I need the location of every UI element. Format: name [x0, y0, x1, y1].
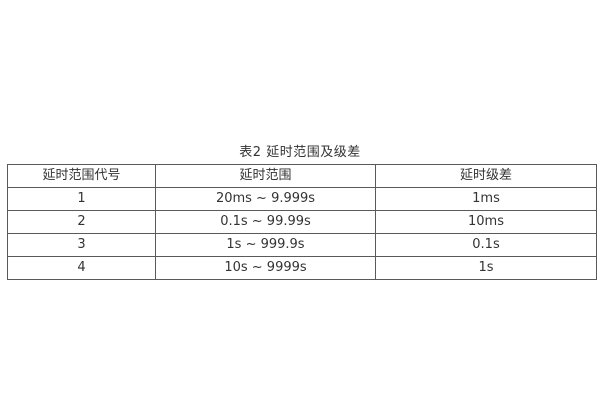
table-row: 2 0.1s ~ 99.99s 10ms [7, 210, 597, 234]
table-cell-range: 20ms ~ 9.999s [155, 187, 376, 211]
table-row: 3 1s ~ 999.9s 0.1s [7, 233, 597, 257]
table-row: 1 20ms ~ 9.999s 1ms [7, 187, 597, 211]
table-cell-step: 10ms [375, 210, 597, 234]
header-cell-delay-step: 延时级差 [375, 164, 597, 188]
table-cell-step: 1s [375, 256, 597, 280]
table-cell-range: 0.1s ~ 99.99s [155, 210, 376, 234]
header-row: 延时范围代号 延时范围 延时级差 [7, 164, 597, 188]
header-cell-delay-range: 延时范围 [155, 164, 376, 188]
table-cell-range: 10s ~ 9999s [155, 256, 376, 280]
header-cell-range-code: 延时范围代号 [7, 164, 156, 188]
table-cell-range: 1s ~ 999.9s [155, 233, 376, 257]
table-caption: 表2 延时范围及级差 [239, 145, 361, 160]
table-cell-step: 0.1s [375, 233, 597, 257]
table-cell-code: 2 [7, 210, 156, 234]
table-row: 4 10s ~ 9999s 1s [7, 256, 597, 280]
delay-spec-table: 延时范围代号 延时范围 延时级差 1 20ms ~ 9.999s 1ms 2 0… [7, 164, 597, 280]
table-cell-code: 3 [7, 233, 156, 257]
table-cell-step: 1ms [375, 187, 597, 211]
table-cell-code: 4 [7, 256, 156, 280]
table-cell-code: 1 [7, 187, 156, 211]
